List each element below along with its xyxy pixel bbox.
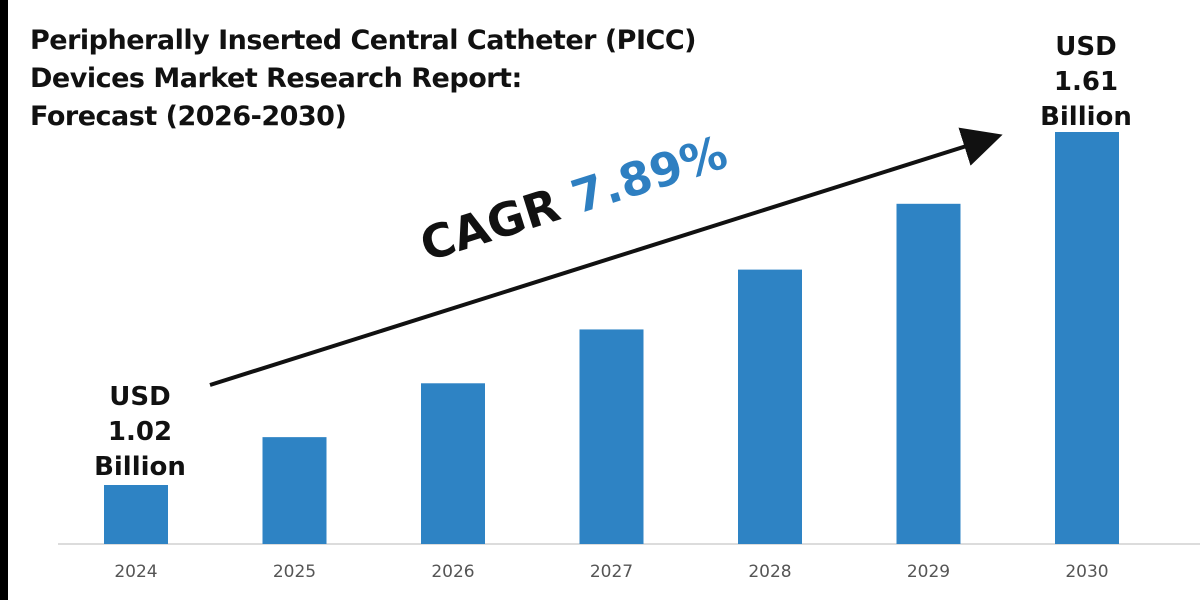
title-line-3: Forecast (2026-2030) xyxy=(30,101,347,132)
title-line-1: Peripherally Inserted Central Catheter (… xyxy=(30,25,697,56)
start-label-line3: Billion xyxy=(94,452,186,482)
x-tick-label: 2030 xyxy=(1065,562,1108,582)
chart-title: Peripherally Inserted Central Catheter (… xyxy=(30,22,697,136)
end-label-line3: Billion xyxy=(1040,102,1132,132)
end-label-line2: 1.61 xyxy=(1053,67,1119,97)
x-tick-label: 2029 xyxy=(907,562,950,582)
bar-2030 xyxy=(1055,132,1119,544)
title-line-2: Devices Market Research Report: xyxy=(30,63,522,94)
x-tick-label: 2026 xyxy=(431,562,474,582)
end-label-line1: USD xyxy=(1055,32,1117,62)
bar-2025 xyxy=(262,437,327,544)
bar-2028 xyxy=(738,269,802,544)
bar-2024 xyxy=(104,485,168,544)
start-value-label: USD 1.02 Billion xyxy=(70,380,210,485)
x-tick-label: 2027 xyxy=(590,562,633,582)
x-tick-label: 2025 xyxy=(273,562,316,582)
x-tick-label: 2024 xyxy=(114,562,157,582)
left-border xyxy=(0,0,8,600)
x-tick-label: 2028 xyxy=(748,562,791,582)
growth-arrow xyxy=(209,127,1003,387)
bar-2029 xyxy=(896,203,961,544)
bar-2027 xyxy=(579,329,644,544)
bar-2026 xyxy=(421,383,485,544)
start-label-line1: USD xyxy=(109,382,171,412)
end-value-label: USD 1.61 Billion xyxy=(1016,30,1156,135)
start-label-line2: 1.02 xyxy=(107,417,173,447)
